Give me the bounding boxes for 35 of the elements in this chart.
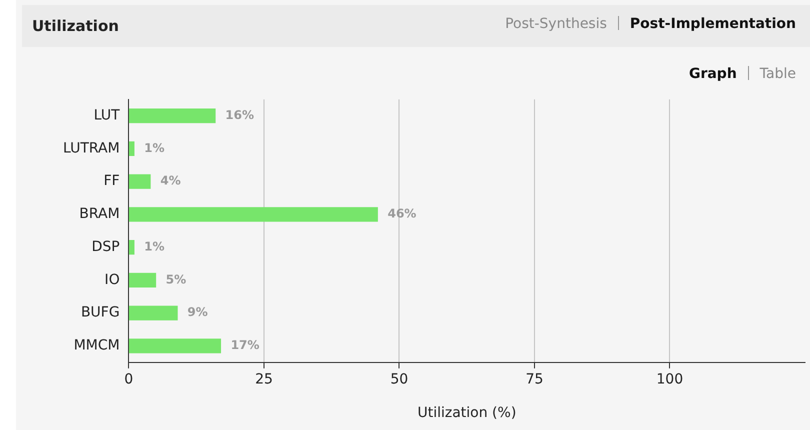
text: Graph [688,66,737,82]
data-label: 46% [388,206,416,221]
bar [128,174,151,189]
x-tick-label: 0 [124,371,134,388]
bar [128,338,222,354]
data-label: 5% [166,272,186,286]
data-label: 17% [230,338,260,352]
x-tick-label: 75 [526,371,544,388]
text: Table [760,66,796,82]
data-label: 4% [160,174,181,188]
data-label: 9% [187,305,208,320]
bar [128,240,134,255]
y-tick-label: DSP [92,238,120,255]
x-tick-label: 25 [255,371,273,388]
bar [128,207,378,222]
y-tick-label: LUTRAM [63,140,120,156]
y-tick-label: FF [104,173,120,190]
text: Post-Synthesis [505,16,607,32]
bar [128,272,156,288]
x-tick-label: 100 [656,371,684,388]
y-tick-label: BRAM [79,206,120,222]
data-label: 1% [144,239,165,254]
text: Post-Implementation [630,16,796,32]
bar [128,306,178,320]
y-tick-label: LUT [94,107,120,124]
data-label: 16% [225,108,254,122]
chart-title: Utilization [32,17,119,35]
data-label: 1% [144,140,165,155]
y-tick-label: BUFG [80,304,120,321]
y-tick-label: IO [104,272,120,288]
x-axis-title: Utilization (%) [417,405,516,422]
bar [128,108,216,124]
y-tick-label: MMCM [74,338,120,354]
bar [128,141,134,156]
x-tick-label: 50 [390,371,408,388]
